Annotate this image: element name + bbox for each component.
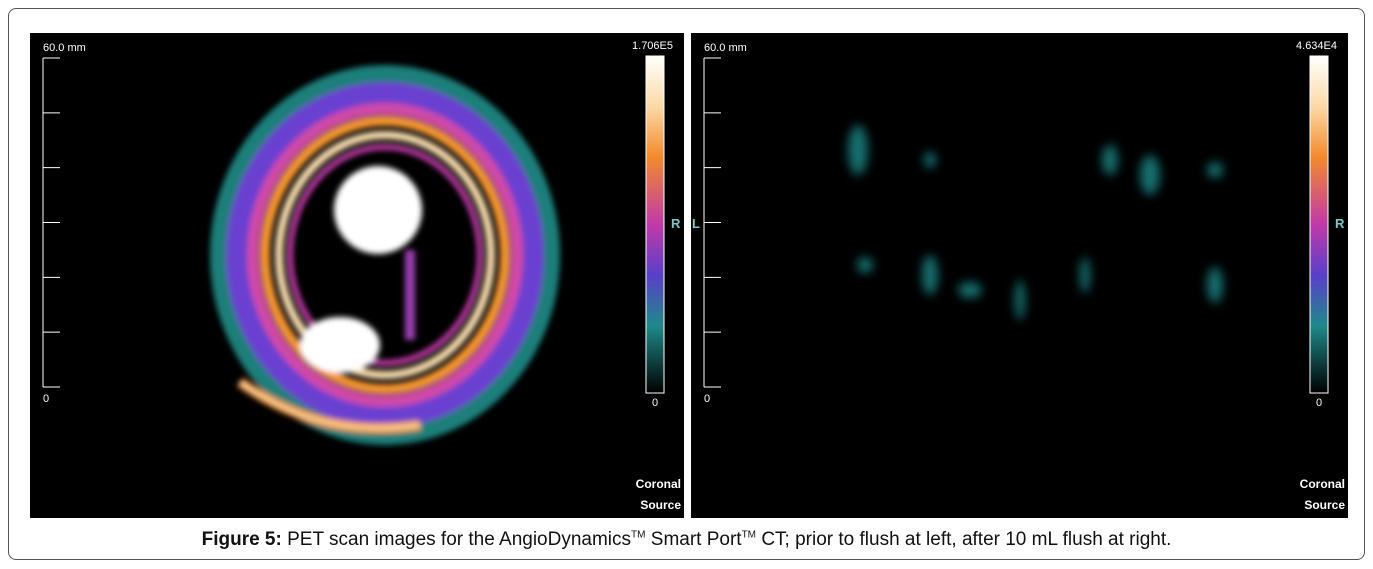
view-label: Coronal <box>1300 477 1345 491</box>
source-label: Source <box>1304 498 1345 512</box>
colorbar <box>645 55 665 394</box>
figure-images: 60.0 mm 0 1.706E5 0 R Coronal Source 60.0 mm 0 4.… <box>30 33 1348 518</box>
pet-residual <box>848 125 1223 320</box>
scale-zero: 0 <box>43 393 49 405</box>
caption-text: CT; prior to flush at left, after 10 mL … <box>761 529 1172 550</box>
orientation-left: L <box>692 216 700 231</box>
colorbar-max: 4.634E4 <box>1296 40 1337 52</box>
figure-frame <box>8 8 1365 560</box>
pet-image-right <box>691 33 1348 518</box>
scale-label: 60.0 mm <box>704 42 747 54</box>
caption-text: PET scan images for the AngioDynamics <box>287 529 632 550</box>
source-label: Source <box>640 498 681 512</box>
scale-label: 60.0 mm <box>43 42 86 54</box>
colorbar-min: 0 <box>652 397 658 409</box>
trademark: TM <box>631 529 646 541</box>
port-reservoir <box>334 166 422 254</box>
colorbar-min: 0 <box>1316 397 1322 409</box>
pet-rings <box>210 65 560 445</box>
orientation-right: R <box>1335 216 1345 231</box>
caption-text: Smart Port <box>650 529 742 550</box>
scale-zero: 0 <box>704 393 710 405</box>
colorbar <box>1309 55 1329 394</box>
caption-label: Figure 5: <box>201 529 282 550</box>
orientation-right: R <box>671 216 681 231</box>
view-label: Coronal <box>636 477 681 491</box>
trademark: TM <box>741 529 757 541</box>
figure-caption: Figure 5: PET scan images for the AngioD… <box>0 529 1373 551</box>
colorbar-max: 1.706E5 <box>632 40 673 52</box>
